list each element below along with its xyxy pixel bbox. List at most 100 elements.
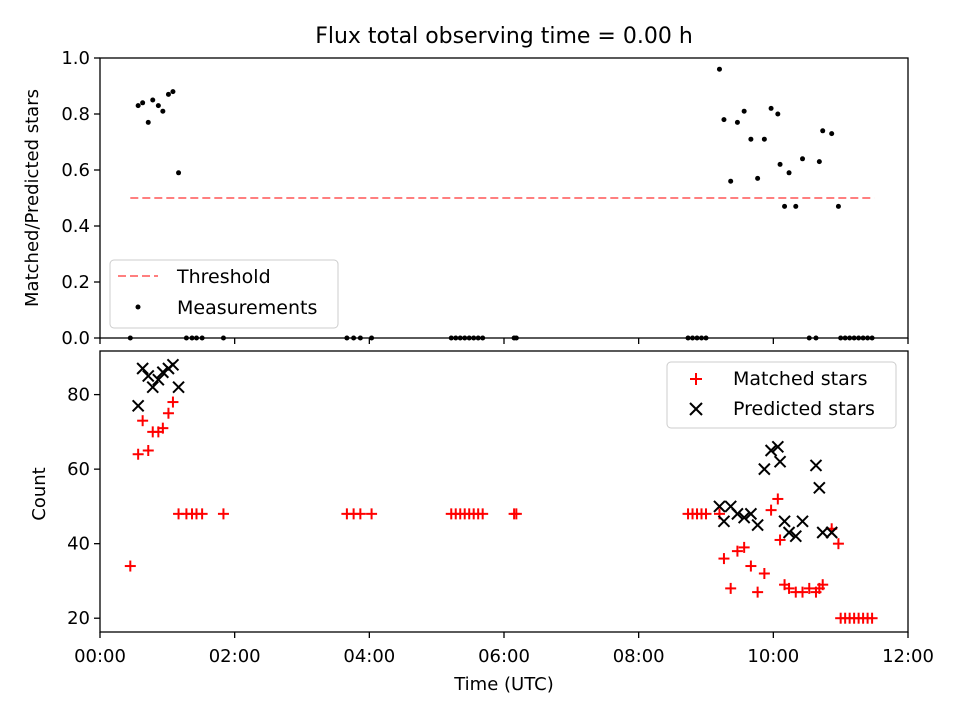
- matched-star-point: [718, 553, 730, 565]
- bottom-x-tick-label: 02:00: [209, 646, 261, 667]
- measurement-point: [150, 97, 156, 103]
- bottom-marks: [124, 358, 878, 624]
- legend-matched-swatch: [690, 373, 702, 385]
- top-y-tick-label: 1.0: [61, 48, 90, 69]
- measurement-point: [820, 128, 826, 134]
- predicted-star-point: [758, 462, 771, 476]
- measurement-point: [135, 103, 141, 109]
- matched-star-point: [832, 538, 844, 550]
- measurement-point: [748, 136, 754, 142]
- matched-star-point: [132, 448, 144, 460]
- predicted-star-point: [156, 366, 170, 379]
- matched-star-point: [765, 504, 777, 516]
- bottom-axes-frame: [99, 350, 909, 633]
- predicted-star-point: [796, 515, 809, 528]
- top-axes: 0.0 0.2 0.4 0.6 0.8 1.0 Matched/Predicted sta…: [22, 48, 909, 349]
- predicted-star-point: [717, 515, 731, 528]
- legend-measurements-label: Measurements: [177, 297, 317, 319]
- matched-star-point: [142, 445, 154, 457]
- top-y-tick-label: 0.0: [61, 328, 90, 349]
- top-axes-frame: [99, 57, 909, 339]
- predicted-star-point: [764, 444, 778, 457]
- predicted-star-point: [771, 440, 785, 453]
- matched-star-point: [700, 508, 712, 520]
- matched-star-point: [817, 579, 829, 591]
- matched-star-point: [167, 396, 179, 408]
- top-y-tick-label: 0.8: [61, 104, 90, 125]
- measurement-point: [721, 117, 727, 123]
- measurement-point: [165, 91, 171, 97]
- bottom-x-tick-label: 10:00: [747, 646, 799, 667]
- top-legend-box: [109, 259, 339, 329]
- measurement-point: [145, 119, 151, 125]
- top-marks: [127, 66, 875, 341]
- bottom-legend-box: [666, 361, 897, 429]
- measurement-point: [734, 119, 740, 125]
- predicted-star-point: [816, 526, 829, 539]
- measurement-point: [835, 203, 841, 209]
- matched-star-point: [774, 534, 786, 546]
- measurement-point: [816, 159, 822, 165]
- predicted-star-point: [744, 507, 758, 521]
- top-y-tick-label: 0.2: [61, 272, 90, 293]
- matched-star-point: [217, 508, 229, 520]
- measurement-point: [761, 136, 767, 142]
- predicted-star-point: [142, 369, 155, 383]
- measurement-point: [755, 175, 761, 181]
- measurement-point: [829, 131, 835, 137]
- chart-title: Flux total observing time = 0.00 h: [315, 24, 693, 49]
- predicted-star-point: [713, 500, 726, 513]
- measurement-point: [160, 108, 166, 114]
- matched-star-point: [354, 508, 366, 520]
- matched-star-point: [866, 612, 878, 624]
- matched-star-point: [738, 541, 750, 553]
- bottom-y-tick-label: 20: [67, 608, 90, 629]
- bottom-x-tick-label: 00:00: [74, 646, 126, 667]
- bottom-y-axis-label: Count: [29, 467, 50, 520]
- matched-star-point: [137, 415, 149, 427]
- predicted-star-point: [731, 507, 744, 521]
- predicted-star-point: [782, 526, 796, 539]
- measurement-point: [786, 170, 792, 176]
- legend-matched-label: Matched stars: [733, 368, 867, 390]
- predicted-star-point: [751, 518, 764, 532]
- top-y-axis-label: Matched/Predicted stars: [22, 89, 43, 307]
- measurement-point: [140, 100, 146, 106]
- measurement-point: [775, 111, 781, 117]
- matched-star-point: [162, 407, 174, 419]
- bottom-x-tick-label: 12:00: [882, 646, 934, 667]
- bottom-y-ticks: 20 40 60 80: [67, 385, 100, 629]
- bottom-y-tick-label: 40: [67, 534, 90, 555]
- matched-star-point: [745, 560, 757, 572]
- legend-predicted-swatch: [689, 402, 703, 416]
- measurement-point: [793, 203, 799, 209]
- bottom-legend: Matched stars Predicted stars: [666, 361, 897, 429]
- measurement-point: [716, 66, 722, 72]
- predicted-star-point: [737, 511, 751, 524]
- bottom-y-tick-label: 60: [67, 459, 90, 480]
- measurement-point: [782, 203, 788, 209]
- matched-star-point: [772, 493, 784, 505]
- top-legend: Threshold Measurements: [109, 259, 339, 329]
- matched-star-point: [124, 560, 136, 572]
- measurement-point: [170, 89, 176, 95]
- matched-star-point: [196, 508, 208, 520]
- bottom-x-tick-label: 06:00: [478, 646, 530, 667]
- top-y-tick-label: 0.6: [61, 160, 90, 181]
- measurement-point: [768, 105, 774, 111]
- bottom-x-ticks: 00:00 02:00 04:00 06:00 08:00 10:00 12:00: [74, 632, 934, 667]
- matched-star-point: [510, 508, 522, 520]
- legend-threshold-label: Threshold: [176, 266, 271, 288]
- legend-measurements-swatch: [135, 304, 141, 310]
- matched-star-point: [803, 582, 815, 594]
- predicted-star-point: [152, 373, 165, 386]
- measurement-point: [176, 170, 182, 176]
- measurement-point: [777, 161, 783, 167]
- bottom-axes: 20 40 60 80 00:00 02:00 04:00 06:00 08:00 10:00 1…: [29, 350, 934, 695]
- bottom-x-tick-label: 08:00: [613, 646, 665, 667]
- matched-star-point: [752, 586, 764, 598]
- predicted-star-point: [813, 481, 826, 494]
- predicted-star-point: [778, 515, 791, 528]
